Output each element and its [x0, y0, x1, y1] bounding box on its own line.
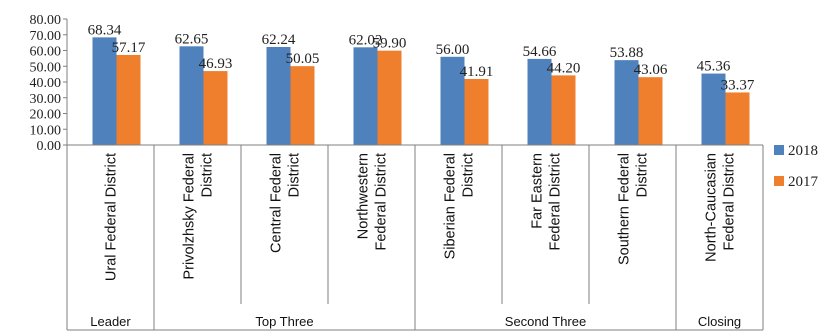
data-label-2017: 33.37	[721, 77, 755, 93]
category-label: Ural Federal District	[104, 153, 120, 281]
bar-2017	[290, 66, 315, 145]
legend-label-2017: 2017	[788, 174, 819, 190]
category-label-line: Central Federal	[269, 153, 285, 253]
bar-2017	[203, 71, 228, 145]
bar-2018	[92, 37, 117, 145]
data-label-2017: 41.91	[460, 64, 494, 80]
bar-2017	[116, 54, 141, 146]
y-tick-label: 70.00	[30, 29, 62, 44]
value-labels: 68.34 62.65 62.24 62.02 56.00 54.66 53.88 45.36…	[88, 22, 755, 93]
data-label-2017: 57.17	[112, 40, 146, 56]
data-label-2018: 62.65	[175, 31, 209, 47]
category-label-line: District	[461, 153, 477, 197]
legend-swatch-2018	[774, 145, 784, 155]
bar-2018	[179, 46, 204, 145]
bar-2018	[266, 46, 291, 145]
category-label: Far Eastern Federal District	[530, 153, 564, 251]
y-tick-label: 10.00	[30, 123, 62, 138]
bar-2017	[377, 50, 402, 145]
category-label-line: District	[200, 153, 216, 197]
y-tick-label: 30.00	[30, 92, 62, 107]
data-label-2018: 54.66	[523, 44, 557, 60]
data-label-2018: 56.00	[436, 42, 470, 58]
bar-2018	[527, 58, 552, 145]
data-label-2017: 46.93	[199, 56, 233, 72]
y-axis: 0.0010.0020.0030.0040.0050.0060.0070.008…	[30, 13, 68, 330]
x-axis: Ural Federal District Privolzhsky Federal…	[67, 144, 764, 331]
bar-2018	[701, 73, 726, 145]
y-tick-label: 40.00	[30, 76, 62, 91]
bar-2018	[353, 47, 378, 146]
bar-2018	[440, 56, 465, 145]
category-label-line: Southern Federal	[617, 153, 633, 265]
category-label-line: Northwestern	[356, 153, 372, 239]
data-label-2017: 44.20	[547, 60, 581, 76]
legend-swatch-2017	[774, 176, 784, 186]
y-tick-label: 0.00	[37, 139, 62, 154]
y-tick-label: 20.00	[30, 108, 62, 123]
legend: 2018 2017	[774, 143, 819, 190]
bar-2017	[464, 78, 489, 145]
legend-label-2018: 2018	[788, 143, 818, 159]
category-label-line: North-Caucasian	[704, 153, 720, 262]
category-label: Siberian Federal District	[443, 153, 477, 259]
data-label-2017: 43.06	[634, 62, 668, 78]
group-label: Top Three	[255, 314, 313, 329]
data-label-2017: 59.90	[373, 36, 407, 52]
y-tick-label: 80.00	[30, 13, 62, 28]
bar-2017	[725, 92, 750, 145]
category-label: North-Caucasian Federal District	[704, 153, 738, 262]
category-label-line: District	[287, 153, 303, 197]
bar-2017	[551, 75, 576, 145]
y-tick-label: 60.00	[30, 45, 62, 60]
category-label-line: District	[635, 153, 651, 197]
category-label: Central Federal District	[269, 153, 303, 253]
data-label-2018: 62.24	[262, 32, 296, 48]
bar-2018	[614, 60, 639, 145]
category-label: Southern Federal District	[617, 153, 651, 265]
category-label-line: Federal District	[722, 153, 738, 251]
data-label-2018: 45.36	[697, 59, 731, 75]
data-label-2018: 62.02	[349, 32, 383, 48]
category-label-line: Federal District	[548, 153, 564, 251]
category-label-line: Federal District	[374, 153, 390, 251]
group-label: Second Three	[505, 314, 586, 329]
data-label-2018: 68.34	[88, 22, 122, 38]
category-label-line: Far Eastern	[530, 153, 546, 229]
group-label: Closing	[698, 314, 741, 329]
bar-2017	[638, 77, 663, 145]
y-tick-label: 50.00	[30, 60, 62, 75]
category-label: Privolzhsky Federal District	[182, 153, 216, 280]
data-label-2018: 53.88	[610, 45, 644, 61]
category-label-line: Siberian Federal	[443, 153, 459, 259]
group-label: Leader	[90, 314, 131, 329]
category-label-line: Privolzhsky Federal	[182, 153, 198, 280]
category-label: Northwestern Federal District	[356, 153, 390, 251]
category-label-line: Ural Federal District	[104, 153, 120, 281]
bars	[92, 37, 750, 146]
data-label-2017: 50.05	[286, 51, 320, 67]
